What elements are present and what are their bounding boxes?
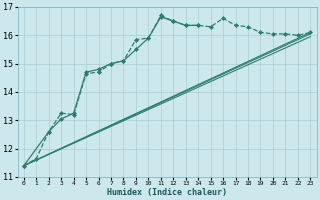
X-axis label: Humidex (Indice chaleur): Humidex (Indice chaleur) [107,188,227,197]
